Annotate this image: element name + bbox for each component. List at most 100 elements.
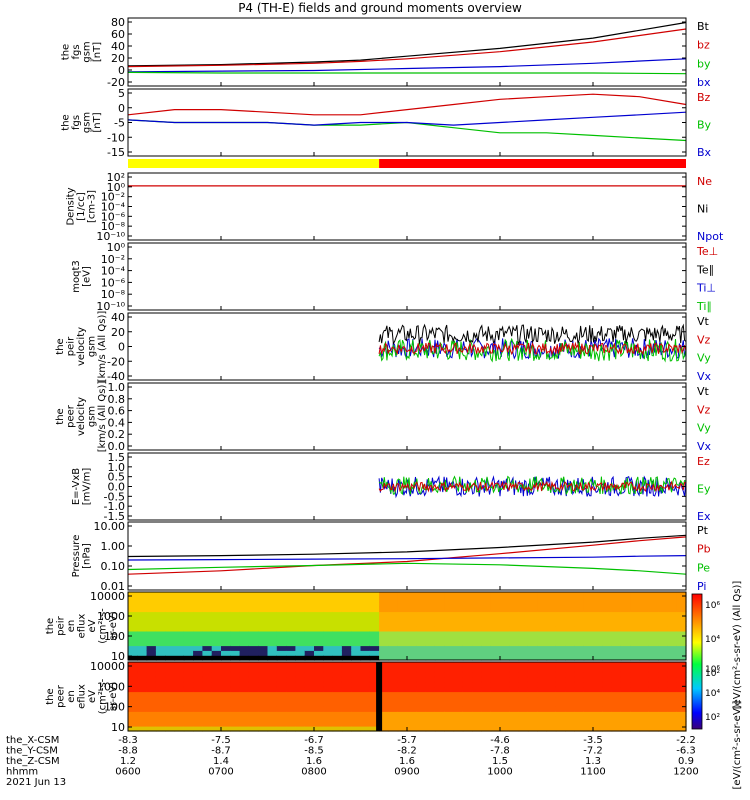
spectrogram-cell — [490, 630, 501, 637]
spectrogram-cell — [323, 635, 334, 642]
spectrogram-cell — [565, 626, 575, 632]
spectrogram-cell — [602, 640, 613, 647]
spectrogram-cell — [397, 696, 408, 702]
spectrogram-cell — [490, 650, 501, 656]
spectrogram-cell — [555, 611, 566, 617]
spectrogram-cell — [630, 655, 641, 661]
spectrogram-cell — [295, 592, 306, 598]
spectrogram-cell — [500, 655, 510, 661]
spectrogram-cell — [620, 650, 631, 656]
y-tick-label: 0.4 — [108, 416, 126, 429]
spectrogram-cell — [267, 592, 278, 598]
spectrogram-cell — [658, 630, 668, 637]
spectrogram-cell — [407, 681, 417, 688]
spectrogram-cell — [221, 666, 231, 673]
spectrogram-cell — [630, 696, 641, 702]
spectrogram-cell — [518, 701, 529, 707]
spectrogram-cell — [481, 606, 492, 613]
spectrogram-cell — [351, 676, 362, 683]
spectrogram-cell — [611, 711, 622, 717]
spectrogram-cell — [537, 645, 548, 651]
spectrogram-cell — [388, 716, 399, 722]
spectrogram-cell — [397, 721, 408, 727]
spectrogram-cell — [183, 706, 194, 712]
spectrogram-cell — [230, 726, 241, 732]
spectrogram-cell — [351, 635, 362, 642]
spectrogram-cell — [388, 691, 399, 698]
spectrogram-cell — [276, 611, 287, 617]
spectrogram-cell — [490, 640, 501, 647]
spectrogram-cell — [314, 630, 324, 637]
legend-Vz: Vz — [697, 333, 711, 346]
spectrogram-cell — [258, 691, 269, 698]
spectrogram-cell — [341, 616, 352, 622]
spectrogram-cell — [286, 601, 296, 608]
spectrogram-cell — [658, 626, 668, 632]
spectrogram-cell — [518, 611, 529, 617]
spectrogram-cell — [314, 626, 324, 632]
spectrogram-cell — [648, 635, 659, 642]
spectrogram-cell — [676, 650, 687, 656]
spectrogram-cell — [425, 706, 436, 712]
spectrogram-cell — [518, 596, 529, 603]
spectrogram-cell — [379, 696, 389, 702]
spectrogram-cell — [676, 601, 687, 608]
colorbar-label: [eV/(cm²-s-sr-eV) (All Qs)] — [732, 581, 743, 710]
spectrogram-cell — [676, 606, 687, 613]
spectrogram-cell — [323, 686, 334, 693]
spectrogram-cell — [248, 655, 259, 661]
spectrogram-cell — [397, 681, 408, 688]
spectrogram-cell — [555, 650, 566, 656]
spectrogram-cell — [379, 601, 389, 608]
spectrogram-cell — [639, 666, 650, 673]
spectrogram-cell — [323, 691, 334, 698]
spectrogram-cell — [295, 666, 306, 673]
spectrogram-cell — [239, 716, 250, 722]
spectrogram-cell — [221, 645, 231, 651]
spectrogram-cell — [258, 626, 269, 632]
spectrogram-cell — [397, 671, 408, 678]
spectrogram-cell — [379, 716, 389, 722]
spectrogram-cell — [565, 645, 575, 651]
spectrogram-cell — [128, 701, 138, 707]
spectrogram-cell — [500, 626, 510, 632]
spectrogram-cell — [453, 666, 464, 673]
spectrogram-cell — [258, 630, 269, 637]
spectrogram-cell — [630, 650, 641, 656]
spectrogram-cell — [537, 596, 548, 603]
spectrogram-cell — [341, 650, 352, 656]
spectrogram-cell — [648, 701, 659, 707]
spectrogram-cell — [230, 671, 241, 678]
spectrogram-cell — [332, 721, 343, 727]
legend-Bt: Bt — [697, 20, 710, 33]
spectrogram-cell — [248, 666, 259, 673]
spectrogram-cell — [202, 716, 213, 722]
spectrogram-cell — [593, 640, 603, 647]
spectrogram-cell — [416, 706, 427, 712]
spectrogram-cell — [248, 592, 259, 598]
x-tick-label: -8.8 — [118, 746, 138, 757]
date-label: 2021 Jun 13 — [6, 777, 66, 788]
series-line-Bx — [127, 111, 687, 126]
spectrogram-cell — [444, 655, 455, 661]
spectrogram-cell — [351, 606, 362, 613]
y-tick-label: 10 — [111, 650, 125, 663]
spectrogram-cell — [676, 666, 687, 673]
spectrogram-cell — [546, 726, 557, 732]
spectrogram-cell — [546, 666, 557, 673]
spectrogram-cell — [332, 711, 343, 717]
spectrogram-cell — [304, 696, 315, 702]
spectrogram-cell — [388, 662, 399, 668]
spectrogram-cell — [295, 686, 306, 693]
spectrogram-cell — [444, 691, 455, 698]
spectrogram-cell — [500, 706, 510, 712]
spectrogram-cell — [639, 650, 650, 656]
spectrogram-cell — [276, 635, 287, 642]
spectrogram-cell — [239, 671, 250, 678]
spectrogram-cell — [583, 681, 594, 688]
spectrogram-cell — [593, 676, 603, 683]
spectrogram-cell — [267, 630, 278, 637]
spectrogram-cell — [369, 671, 380, 678]
spectrogram-cell — [286, 726, 296, 732]
